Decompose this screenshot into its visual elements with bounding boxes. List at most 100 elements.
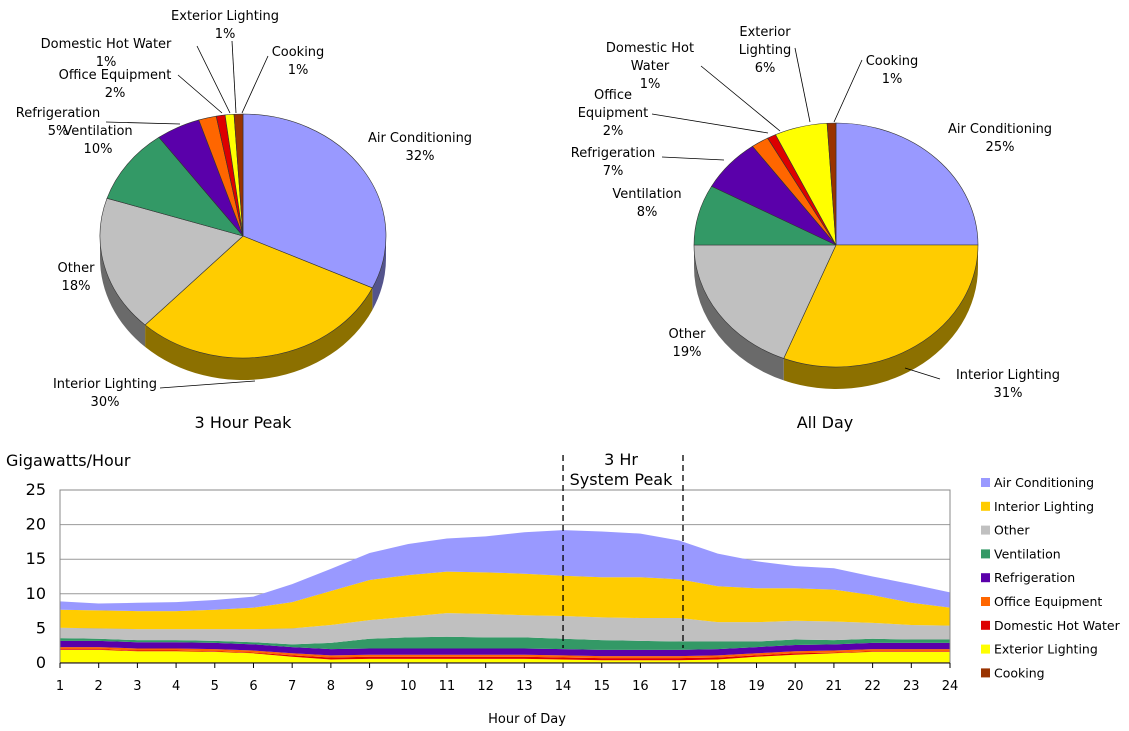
x-tick-label: 12 [477,679,494,694]
legend-swatch-office-equipment [981,597,990,606]
legend-swatch-air-conditioning [981,478,990,487]
y-tick-label: 25 [26,480,46,499]
legend-label-exterior-lighting: Exterior Lighting [994,642,1098,657]
x-tick-label: 18 [710,679,727,694]
x-tick-label: 8 [327,679,335,694]
pie-label-air-conditioning: Air Conditioning [948,122,1052,137]
area-series-exterior-lighting [60,649,950,663]
peak-annotation-line-1: 3 Hr [604,450,638,469]
leader-line-interior-lighting [904,367,941,380]
pie-label-other: Other [669,327,707,342]
x-tick-label: 22 [864,679,881,694]
pie-slice-cooking [233,113,244,237]
pie-pct-domestic-hot-water: 1% [640,77,661,92]
x-tick-label: 9 [365,679,373,694]
legend-label-interior-lighting: Interior Lighting [994,499,1094,514]
leader-line-cooking [833,59,863,123]
x-tick-label: 17 [671,679,688,694]
x-tick-label: 14 [555,679,572,694]
pie-label-office-equipment: Equipment [578,106,649,121]
legend-swatch-domestic-hot-water [981,620,990,630]
leader-line-interior-lighting [159,380,256,389]
area-series-office-equipment [60,647,950,659]
y-tick-label: 5 [36,618,46,637]
y-axis-title: Gigawatts/Hour [6,451,131,470]
pie-side-air-conditioning [372,236,386,310]
leader-line-office-equipment [177,74,223,114]
peak-annotation-line-2: System Peak [570,470,673,489]
area-series-air-conditioning [60,530,950,612]
y-tick-label: 20 [26,515,46,534]
pie-label-refrigeration: Refrigeration [571,146,655,161]
pie-label-ventilation: Ventilation [612,187,681,202]
pie-pct-office-equipment: 2% [603,124,624,139]
area-series-ventilation [60,636,950,650]
legend: Air Conditioning Interior Lighting Other Ve… [981,475,1121,680]
x-tick-label: 19 [748,679,765,694]
legend-label-domestic-hot-water: Domestic Hot Water [994,618,1121,633]
pie-label-exterior-lighting: Exterior Lighting [171,9,279,24]
leader-line-refrigeration [105,121,181,125]
pie-label-interior-lighting: Interior Lighting [53,377,157,392]
y-tick-label: 10 [26,584,46,603]
x-tick-label: 1 [56,679,64,694]
x-tick-label: 23 [903,679,920,694]
x-tick-label: 21 [826,679,843,694]
legend-swatch-refrigeration [981,573,990,583]
x-tick-label: 7 [288,679,296,694]
leader-line-exterior-lighting [794,47,811,123]
pie-slice-interior-lighting [144,235,373,359]
pie-pct-air-conditioning: 32% [406,149,435,164]
pie-chart-3-hour-peak: Air Conditioning 32% Interior Lighting 30% O… [16,9,472,410]
pie-pct-refrigeration: 5% [48,124,69,139]
legend-label-office-equipment: Office Equipment [994,594,1102,609]
pie-pct-air-conditioning: 25% [986,140,1015,155]
pie-label-refrigeration: Refrigeration [16,106,100,121]
pie-label-domestic-hot-water: Water [631,59,670,74]
pie-label-office-equipment: Office Equipment [59,68,172,83]
pie-label-exterior-lighting: Exterior [739,25,791,40]
leader-line-refrigeration [661,156,725,161]
leader-line-cooking [241,55,269,114]
legend-label-air-conditioning: Air Conditioning [994,475,1094,490]
y-tick-label: 0 [36,653,46,672]
pie-pct-refrigeration: 7% [603,164,624,179]
pie-slice-air-conditioning [242,113,387,289]
leader-line-domestic-hot-water [700,65,781,132]
x-tick-label: 15 [593,679,610,694]
pie-pct-interior-lighting: 30% [91,395,120,410]
pie-slice-other [693,244,837,359]
legend-swatch-ventilation [981,549,990,559]
pie-label-domestic-hot-water: Domestic Hot Water [41,37,172,52]
y-tick-label: 15 [26,549,46,568]
pie-side-interior-lighting [783,245,978,390]
pie-pct-exterior-lighting: 1% [215,27,236,42]
x-tick-label: 16 [632,679,649,694]
legend-swatch-other [981,525,990,535]
pie-label-office-equipment: Office [594,88,632,103]
x-tick-label: 10 [400,679,417,694]
x-tick-label: 5 [211,679,219,694]
pie-pct-ventilation: 8% [637,205,658,220]
legend-swatch-exterior-lighting [981,644,990,654]
x-tick-label: 6 [249,679,257,694]
pie-pct-cooking: 1% [288,63,309,78]
area-series-domestic-hot-water [60,649,950,661]
area-series-other [60,613,950,645]
legend-label-cooking: Cooking [994,665,1045,680]
pie-title-3-hour-peak: 3 Hour Peak [195,413,293,432]
x-tick-label: 24 [942,679,959,694]
pie-slice-ventilation [106,136,244,237]
legend-label-refrigeration: Refrigeration [994,570,1075,585]
x-tick-label: 4 [172,679,180,694]
legend-label-ventilation: Ventilation [994,546,1061,561]
pie-label-interior-lighting: Interior Lighting [956,368,1060,383]
pie-label-domestic-hot-water: Domestic Hot [606,41,694,56]
pie-side-other [694,245,784,381]
pie-slice-other [99,197,244,326]
pie-pct-interior-lighting: 31% [994,386,1023,401]
x-axis-title: Hour of Day [488,712,566,727]
pie-label-other: Other [58,261,96,276]
